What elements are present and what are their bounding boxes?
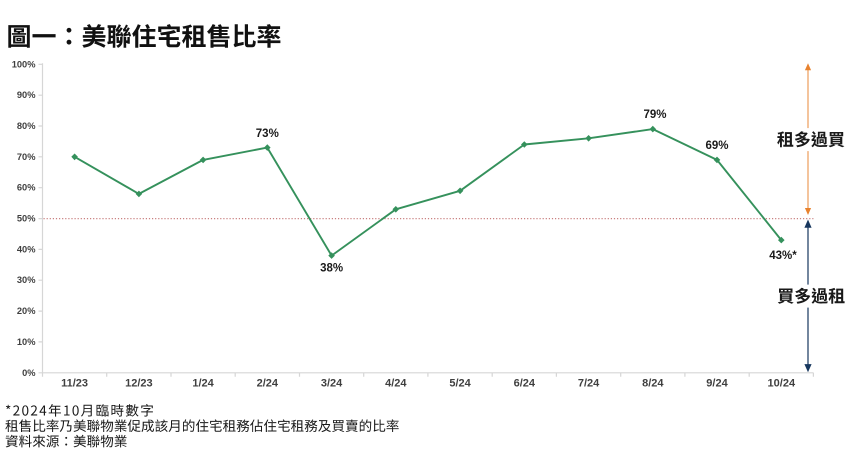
svg-text:30%: 30% xyxy=(17,275,36,285)
svg-text:20%: 20% xyxy=(17,306,36,316)
svg-text:12/23: 12/23 xyxy=(125,378,153,390)
svg-text:69%: 69% xyxy=(705,140,728,152)
svg-text:1/24: 1/24 xyxy=(192,378,214,390)
svg-text:50%: 50% xyxy=(17,214,36,224)
svg-text:80%: 80% xyxy=(17,121,36,131)
svg-text:10%: 10% xyxy=(17,337,36,347)
svg-text:10/24: 10/24 xyxy=(768,378,796,390)
svg-text:6/24: 6/24 xyxy=(514,378,536,390)
svg-text:2/24: 2/24 xyxy=(257,378,279,390)
svg-text:100%: 100% xyxy=(12,59,37,69)
svg-text:60%: 60% xyxy=(17,183,36,193)
svg-text:38%: 38% xyxy=(320,263,343,275)
svg-text:3/24: 3/24 xyxy=(321,378,343,390)
svg-text:0%: 0% xyxy=(22,368,36,378)
svg-text:73%: 73% xyxy=(256,128,279,140)
svg-text:70%: 70% xyxy=(17,152,36,162)
svg-text:79%: 79% xyxy=(643,109,666,121)
svg-text:11/23: 11/23 xyxy=(61,378,88,390)
svg-text:9/24: 9/24 xyxy=(706,378,728,390)
svg-text:43%*: 43%* xyxy=(769,250,797,262)
svg-text:5/24: 5/24 xyxy=(449,378,471,390)
svg-text:90%: 90% xyxy=(17,90,36,100)
svg-text:7/24: 7/24 xyxy=(578,378,600,390)
svg-text:4/24: 4/24 xyxy=(385,378,407,390)
svg-text:8/24: 8/24 xyxy=(642,378,664,390)
svg-text:40%: 40% xyxy=(17,244,36,254)
